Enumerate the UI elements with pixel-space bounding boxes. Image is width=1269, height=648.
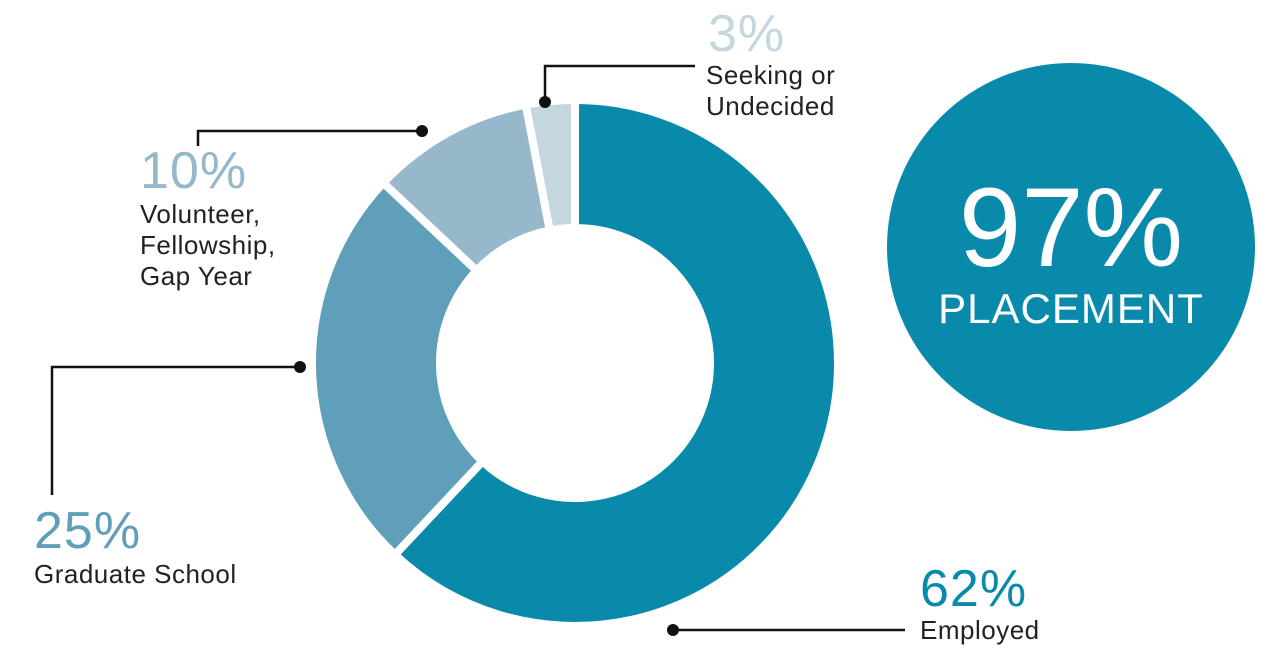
leader-dots xyxy=(294,96,679,636)
donut-segment xyxy=(308,177,489,561)
placement-caption: PLACEMENT xyxy=(938,285,1204,332)
category-label: Volunteer, Fellowship, Gap Year xyxy=(140,199,276,291)
category-label: Graduate School xyxy=(34,559,237,589)
leader-line xyxy=(50,365,300,495)
value-label: 25% xyxy=(34,502,142,560)
category-label: Employed xyxy=(920,615,1040,645)
leader-dot xyxy=(667,624,679,636)
leader-dot xyxy=(416,125,428,137)
placement-value: 97% xyxy=(958,165,1184,290)
leader-lines xyxy=(50,64,905,632)
value-label: 62% xyxy=(920,560,1028,618)
donut-segment xyxy=(389,95,842,630)
leader-dot xyxy=(294,361,306,373)
placement-circle xyxy=(887,63,1255,431)
value-label: 3% xyxy=(708,5,786,63)
leader-line xyxy=(196,129,422,146)
value-label: 10% xyxy=(140,142,248,200)
leader-dot xyxy=(539,96,551,108)
leader-line xyxy=(543,64,695,102)
category-label: Seeking or Undecided xyxy=(706,60,836,121)
donut-segment xyxy=(377,99,555,277)
